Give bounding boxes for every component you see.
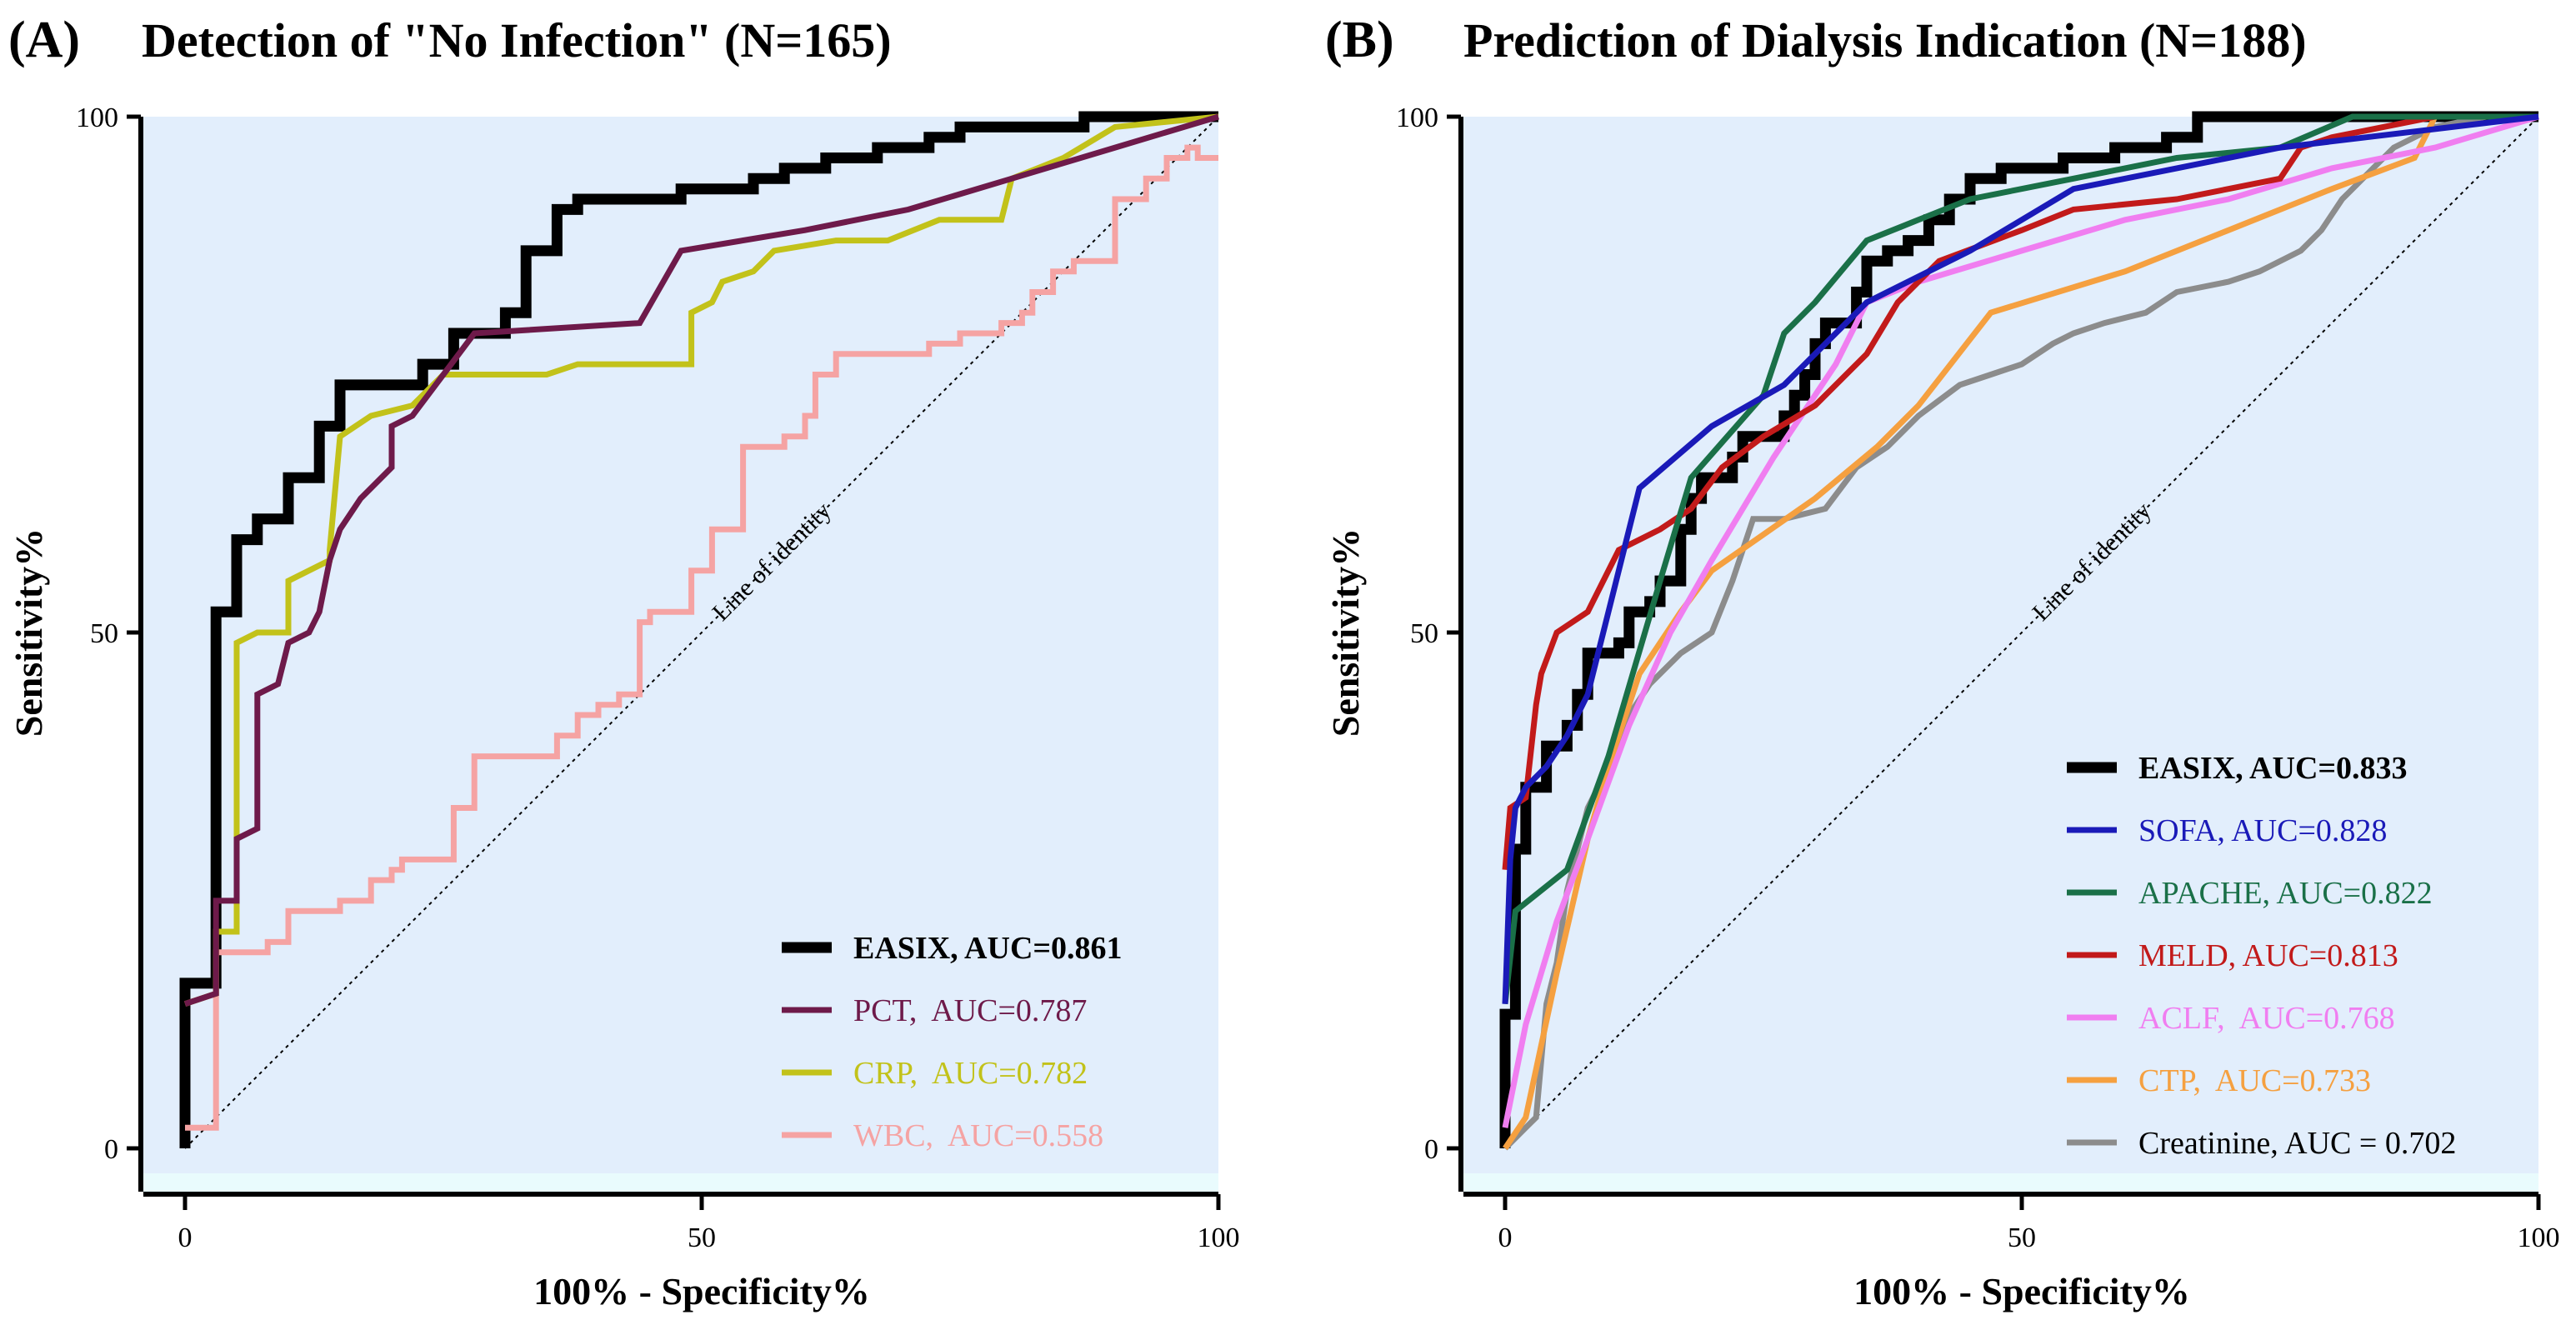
x-tick-label: 50 (2008, 1222, 2036, 1253)
legend-label-apache: APACHE, AUC=0.822 (2138, 876, 2433, 911)
x-axis-label: 100% - Specificity% (533, 1270, 870, 1312)
legend-label-wbc: WBC, AUC=0.558 (853, 1118, 1103, 1153)
y-tick-label: 50 (1410, 618, 1438, 649)
legend-label-easix: EASIX, AUC=0.833 (2138, 751, 2408, 786)
y-axis-label: Sensitivity% (8, 528, 50, 737)
plot-bottom-band (143, 1173, 1218, 1192)
plot-bottom-band (1463, 1173, 2538, 1192)
panel-b: (B) Prediction of Dialysis Indication (N=… (1324, 12, 2560, 1312)
y-tick-label: 100 (76, 102, 118, 133)
y-axis-label: Sensitivity% (1324, 528, 1367, 737)
series-line-easix (1499, 111, 2538, 1148)
series-line-sofa (1502, 113, 2539, 1004)
series-line-ctp (1503, 113, 2538, 1150)
identity-line (1504, 116, 2539, 1149)
legend-label-ctp: CTP, AUC=0.733 (2138, 1063, 2371, 1098)
x-tick-label: 0 (178, 1222, 193, 1253)
x-axis-label: 100% - Specificity% (1853, 1270, 2190, 1312)
identity-line (184, 116, 1219, 1149)
legend-label-easix: EASIX, AUC=0.861 (853, 931, 1123, 966)
panel-label: (A) (8, 12, 80, 68)
legend-label-crp: CRP, AUC=0.782 (853, 1056, 1088, 1091)
y-tick-label: 100 (1396, 102, 1438, 133)
y-tick-label: 0 (1424, 1134, 1438, 1165)
legend-label-pct: PCT, AUC=0.787 (853, 993, 1087, 1028)
y-tick-label: 50 (90, 618, 118, 649)
series-line-meld (1502, 113, 2538, 870)
x-tick-label: 100 (1198, 1222, 1240, 1253)
legend-label-sofa: SOFA, AUC=0.828 (2138, 813, 2387, 848)
series-line-crp (183, 113, 1219, 1008)
chart-title: Prediction of Dialysis Indication (N=188… (1463, 13, 2307, 68)
x-tick-label: 50 (688, 1222, 716, 1253)
panel-label: (B) (1325, 12, 1394, 68)
series-line-aclf (1502, 113, 2540, 1128)
series-line-apache (1502, 113, 2538, 1005)
x-tick-label: 0 (1498, 1222, 1513, 1253)
chart-title: Detection of "No Infection" (N=165) (142, 13, 892, 68)
panel-a: (A) Detection of "No Infection" (N=165)Li… (8, 12, 1240, 1312)
legend-label-aclf: ACLF, AUC=0.768 (2138, 1001, 2395, 1036)
series-line-wbc (185, 144, 1218, 1131)
x-tick-label: 100 (2518, 1222, 2560, 1253)
y-tick-label: 0 (104, 1134, 118, 1165)
legend-label-creatinine: Creatinine, AUC = 0.702 (2138, 1126, 2456, 1161)
series-line-easix (179, 111, 1218, 1148)
series-line-pct (183, 113, 1220, 1008)
legend-label-meld: MELD, AUC=0.813 (2138, 938, 2398, 973)
